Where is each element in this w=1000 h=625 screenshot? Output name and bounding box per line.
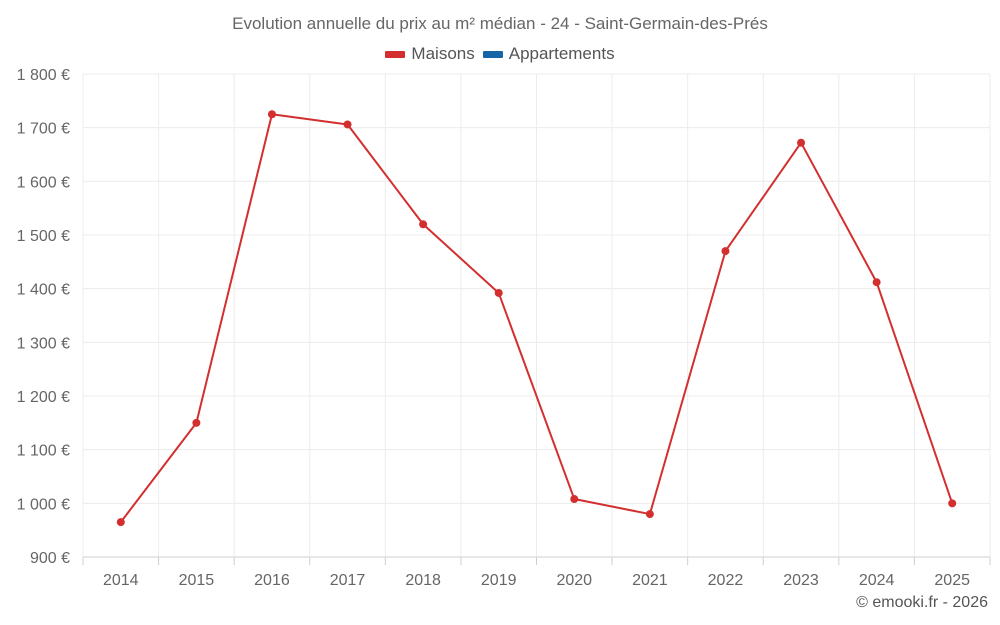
x-tick-label: 2024 [859,572,895,589]
x-tick-label: 2021 [632,572,668,589]
legend-item-appartements[interactable]: Appartements [482,44,615,64]
chart-legend: Maisons Appartements [0,44,1000,64]
data-point[interactable] [570,495,579,504]
x-tick-label: 2015 [179,572,215,589]
data-point[interactable] [721,247,730,256]
x-axis: 2014 2015 2016 2017 2018 2019 2020 2021 2022 2023… [82,557,991,589]
data-point[interactable] [872,278,881,287]
y-tick-label: 1 200 € [17,389,70,406]
series-line-maisons [119,113,954,523]
series-lines [119,113,954,523]
data-point[interactable] [192,418,201,427]
x-tick-label: 2016 [254,572,290,589]
y-axis: 900 € 1 000 € 1 100 € 1 200 € 1 300 € 1 400 €… [17,67,70,567]
y-tick-label: 1 300 € [17,335,70,352]
x-tick-label: 2014 [103,572,139,589]
grid-lines [82,73,991,558]
y-tick-label: 1 800 € [17,67,70,84]
data-point[interactable] [343,120,352,129]
data-point[interactable] [645,510,654,519]
legend-label-maisons: Maisons [411,44,475,63]
x-tick-label: 2019 [481,572,517,589]
x-tick-label: 2018 [405,572,441,589]
data-point[interactable] [494,288,503,297]
data-point[interactable] [267,110,276,119]
data-point[interactable] [419,220,428,229]
data-point[interactable] [948,499,957,508]
chart-title: Evolution annuelle du prix au m² médian … [232,14,768,33]
x-tick-label: 2022 [708,572,744,589]
y-tick-label: 1 700 € [17,121,70,138]
x-tick-label: 2017 [330,572,366,589]
y-tick-label: 1 100 € [17,443,70,460]
y-tick-label: 1 500 € [17,228,70,245]
y-tick-label: 1 400 € [17,282,70,299]
series-points [116,110,957,527]
data-point[interactable] [116,518,125,527]
data-point[interactable] [797,138,806,147]
credit-text: © emooki.fr - 2026 [856,594,988,611]
legend-swatch-appartements [482,50,503,58]
legend-swatch-maisons [385,50,406,58]
x-tick-label: 2020 [556,572,592,589]
legend-item-maisons[interactable]: Maisons [385,44,475,64]
y-tick-label: 900 € [30,550,70,567]
x-tick-label: 2023 [783,572,819,589]
y-tick-label: 1 600 € [17,174,70,191]
y-tick-label: 1 000 € [17,496,70,513]
x-tick-label: 2025 [934,572,970,589]
legend-label-appartements: Appartements [508,44,615,63]
